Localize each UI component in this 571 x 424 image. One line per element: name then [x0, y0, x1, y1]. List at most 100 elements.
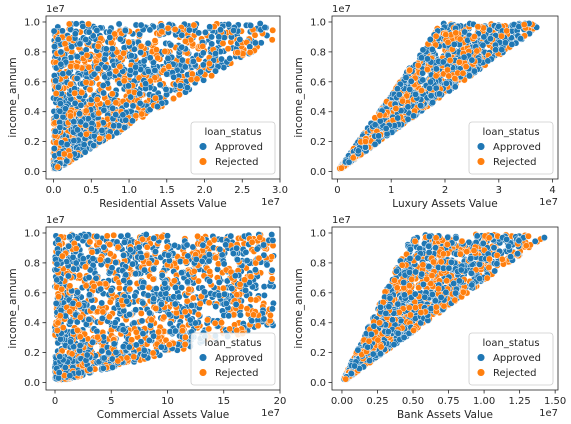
data-point [382, 125, 390, 132]
x-tick-label: 4 [549, 185, 555, 196]
legend-title: loan_status [204, 127, 261, 138]
data-point [54, 83, 62, 91]
data-point [188, 302, 196, 309]
data-point [137, 309, 145, 317]
subplot-1: 0.0 0.5 1.0 1.5 2.0 2.5 3.00.00.20.40.60.81.01… [7, 4, 288, 210]
data-point [406, 85, 414, 93]
data-point [101, 55, 109, 63]
data-point [208, 40, 216, 48]
data-point [470, 33, 478, 41]
data-point [236, 36, 244, 43]
data-point [156, 81, 164, 89]
legend-marker [476, 157, 486, 166]
data-point [402, 74, 410, 82]
legend-box [468, 121, 554, 175]
data-point [153, 103, 161, 110]
data-point [197, 68, 205, 76]
data-point [59, 70, 67, 78]
data-point [234, 256, 241, 264]
data-point [52, 77, 60, 85]
data-point [517, 35, 525, 43]
data-point [426, 84, 434, 92]
data-point [185, 26, 193, 34]
data-point [65, 35, 73, 43]
data-point [445, 72, 453, 80]
data-point [242, 286, 250, 294]
y-tick-label: 1.0 [310, 17, 326, 28]
data-point [56, 100, 64, 108]
data-point [73, 53, 81, 61]
data-point [120, 77, 128, 85]
data-point [126, 285, 134, 293]
data-point [404, 115, 412, 123]
data-point [76, 40, 84, 48]
data-point [503, 27, 511, 35]
data-point [69, 299, 77, 307]
data-point [52, 90, 60, 97]
data-point [189, 58, 197, 65]
data-point [395, 91, 403, 99]
data-point [112, 111, 120, 119]
data-point [498, 46, 506, 54]
data-point [93, 232, 101, 240]
data-point [233, 291, 241, 299]
data-point [219, 284, 227, 292]
data-point [161, 47, 169, 55]
data-point [121, 124, 129, 132]
data-point [80, 141, 88, 149]
data-point [66, 282, 74, 290]
data-point [99, 82, 107, 89]
data-point [205, 60, 213, 68]
data-point [268, 36, 276, 44]
x-axis-label: Luxury Assets Value [392, 198, 497, 210]
data-point [112, 99, 120, 107]
data-point [205, 257, 213, 265]
data-point [93, 27, 101, 34]
data-point [69, 253, 77, 261]
data-point [137, 42, 145, 50]
data-point [50, 145, 58, 152]
data-point [116, 35, 124, 43]
data-point [73, 74, 81, 82]
data-point [452, 29, 460, 37]
data-point [251, 31, 259, 39]
data-point [183, 84, 191, 92]
data-point [85, 63, 93, 71]
data-point [474, 23, 482, 31]
data-point [54, 236, 62, 244]
data-point [429, 99, 437, 106]
data-point [82, 107, 90, 115]
data-point [108, 90, 116, 98]
data-point [98, 127, 106, 134]
data-point [167, 41, 175, 49]
data-point [84, 115, 92, 123]
data-point [56, 124, 64, 131]
data-point [154, 54, 162, 62]
data-point [442, 31, 450, 39]
data-point [106, 250, 114, 258]
data-point [125, 38, 133, 46]
data-point [152, 46, 160, 54]
data-point [136, 99, 144, 107]
data-point [178, 269, 186, 277]
data-point [479, 41, 487, 49]
data-point [86, 86, 94, 94]
data-point [212, 50, 219, 58]
data-point [54, 319, 62, 327]
data-point [201, 288, 208, 296]
data-point [62, 105, 69, 113]
data-point [224, 45, 232, 53]
data-point [144, 39, 152, 47]
data-point [215, 278, 223, 286]
data-point [212, 67, 219, 75]
data-point [269, 26, 277, 34]
data-point [136, 90, 144, 98]
data-point [113, 129, 121, 137]
data-point [361, 143, 369, 151]
data-point [109, 363, 116, 371]
data-point [89, 338, 97, 346]
data-point [424, 55, 431, 63]
data-point [65, 20, 73, 28]
